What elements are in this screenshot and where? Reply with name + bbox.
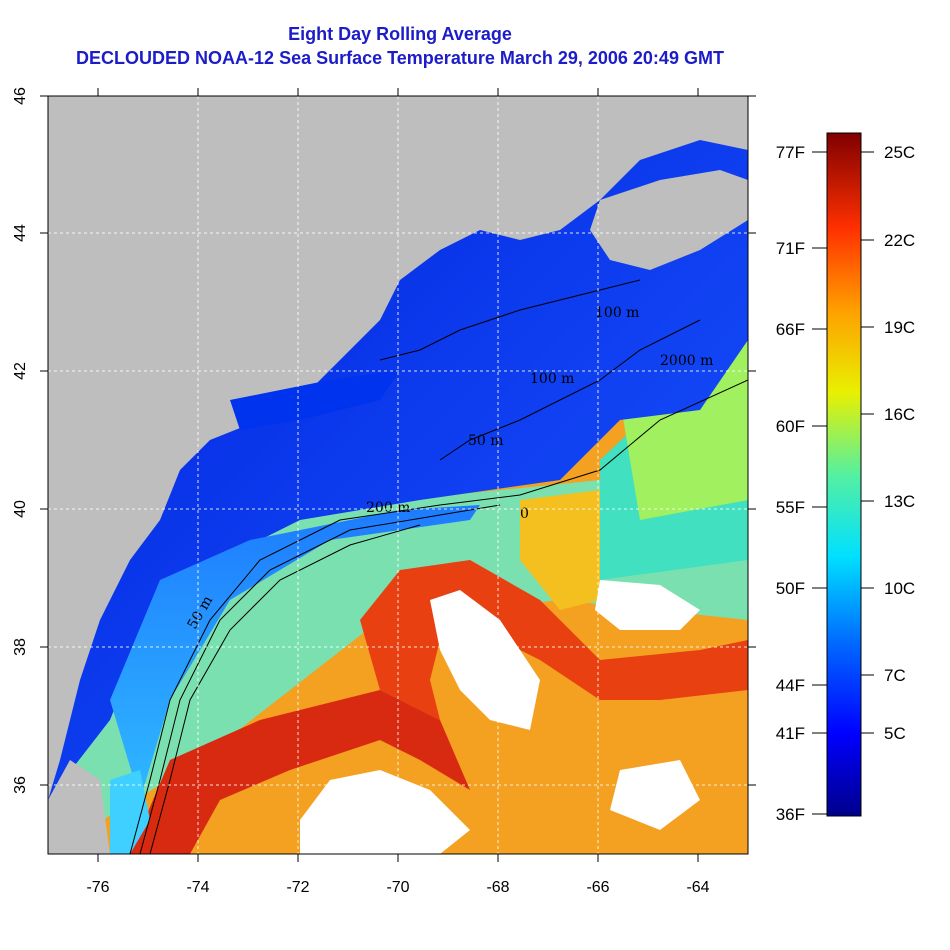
cloud-patch: [610, 760, 700, 830]
y-tick-label: 40: [12, 500, 29, 518]
nova-scotia-land: [590, 170, 748, 270]
map-title: Eight Day Rolling Average: [288, 24, 512, 44]
contour-100m-north: [379, 279, 641, 361]
y-tick-label: 42: [12, 362, 29, 380]
x-tick-label: -74: [186, 879, 209, 896]
contour-label: 200 m: [366, 500, 410, 516]
contour-50m: [149, 524, 421, 854]
colorbar: [826, 132, 862, 817]
colorbar-fahrenheit-label: 66F: [776, 320, 805, 339]
colorbar-fahrenheit-label: 60F: [776, 417, 805, 436]
y-tick-label: 46: [12, 87, 29, 105]
contour-label: 50 m: [468, 433, 504, 449]
colorbar-celsius-label: 7C: [884, 666, 906, 685]
gulf-stream: [130, 690, 470, 854]
x-axis-ticks: [97, 88, 699, 862]
x-tick-label: -64: [686, 879, 709, 896]
x-tick-label: -66: [586, 879, 609, 896]
colorbar-fahrenheit-label: 50F: [776, 579, 805, 598]
cloud-patch: [300, 770, 470, 854]
contour-200m: [139, 504, 501, 854]
x-tick-label: -68: [486, 879, 509, 896]
colorbar-fahrenheit-label: 77F: [776, 143, 805, 162]
colorbar-fahrenheit-label: 71F: [776, 239, 805, 258]
y-tick-label: 38: [12, 638, 29, 656]
warm-eddy: [520, 490, 600, 610]
colorbar-fahrenheit-label: 36F: [776, 805, 805, 824]
y-tick-label: 44: [12, 224, 29, 242]
colorbar-celsius-label: 5C: [884, 724, 906, 743]
colorbar-celsius-label: 25C: [884, 143, 915, 162]
colorbar-celsius-label: 16C: [884, 405, 915, 424]
land-mass: [48, 96, 748, 800]
colorbar-fahrenheit-label: 41F: [776, 724, 805, 743]
contour-100m-gulf-maine: [439, 319, 701, 461]
contour-label: 100 m: [595, 305, 639, 321]
colorbar-celsius-label: 13C: [884, 492, 915, 511]
bathymetry-contours: [129, 279, 748, 854]
carolina-land: [48, 760, 110, 854]
colorbar-celsius-label: 19C: [884, 318, 915, 337]
cloud-patch: [430, 590, 540, 730]
colorbar-fahrenheit-label: 44F: [776, 676, 805, 695]
x-tick-label: -72: [286, 879, 309, 896]
y-axis-ticks: [40, 95, 756, 786]
contour-2000m: [129, 379, 748, 854]
cloud-patch: [595, 580, 700, 630]
shelf-transition-water: [110, 505, 480, 800]
colorbar-celsius-label: 22C: [884, 231, 915, 250]
colorbar-ticks: [812, 151, 874, 815]
contour-label: 2000 m: [660, 353, 713, 369]
x-tick-label: -70: [386, 879, 409, 896]
sst-map: 100 m 2000 m 100 m 50 m 200 m 0 50 m: [48, 96, 748, 854]
coastal-shallow-water: [110, 770, 150, 854]
contour-label: 100 m: [530, 371, 574, 387]
map-subtitle: DECLOUDED NOAA-12 Sea Surface Temperatur…: [76, 48, 724, 68]
colorbar-fahrenheit-label: 55F: [776, 498, 805, 517]
colorbar-celsius-label: 10C: [884, 579, 915, 598]
x-tick-label: -76: [86, 879, 109, 896]
long-island-sound-water: [230, 370, 400, 430]
lat-lon-grid: [48, 96, 748, 854]
y-tick-label: 36: [12, 776, 29, 794]
contour-label: 0: [520, 506, 529, 522]
